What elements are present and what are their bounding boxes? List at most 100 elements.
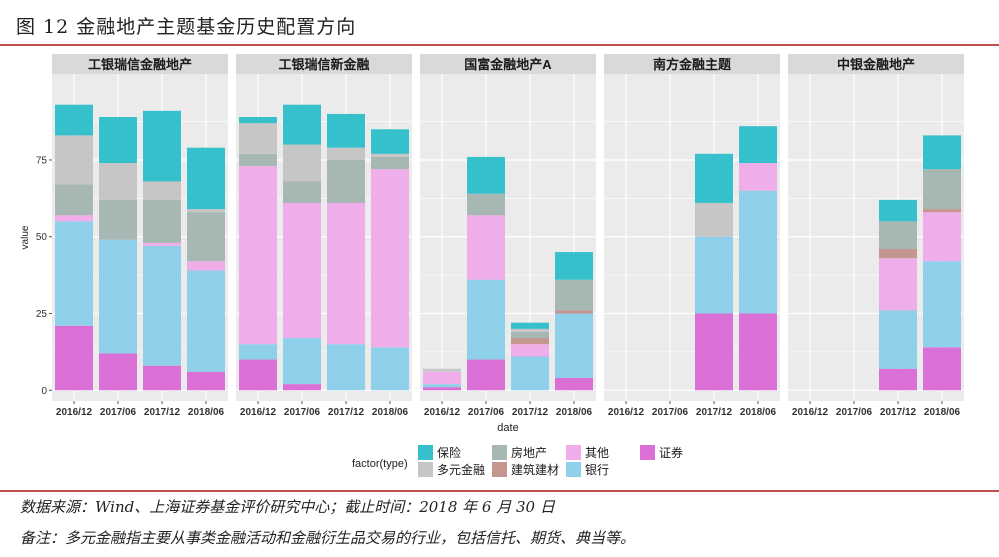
bar-segment: [467, 215, 505, 280]
x-tick-label: 2017/06: [652, 407, 689, 418]
bar-segment: [239, 123, 277, 154]
x-tick-label: 2017/06: [468, 407, 505, 418]
bar-segment: [55, 135, 93, 185]
legend-key: [492, 462, 507, 477]
bar-segment: [187, 209, 225, 213]
bar-segment: [555, 279, 593, 311]
bar-segment: [99, 199, 137, 240]
x-tick-label: 2018/06: [188, 407, 225, 418]
y-tick-label: 50: [36, 232, 48, 243]
bar-segment: [99, 239, 137, 354]
stacked-bar-chart: 工银瑞信金融地产 2016/12 2017/06 2017/12 2018/06 工银瑞信…: [20, 54, 964, 477]
facet-strip: [788, 54, 964, 74]
bar-segment: [879, 221, 917, 250]
bar-segment: [879, 258, 917, 311]
bar-segment: [283, 202, 321, 339]
legend-key: [492, 445, 507, 460]
bar-segment: [467, 193, 505, 216]
legend-key: [640, 445, 655, 460]
legend-label: 多元金融: [437, 462, 485, 477]
bar-segment: [239, 359, 277, 391]
facet-title: 国富金融地产A: [464, 57, 552, 72]
bar-segment: [695, 202, 733, 237]
x-tick-label: 2017/12: [328, 407, 365, 418]
bar-segment: [239, 166, 277, 345]
x-axis-title: date: [497, 422, 518, 434]
x-tick-label: 2016/12: [792, 407, 829, 418]
bar-segment: [143, 365, 181, 391]
bar-segment: [371, 129, 409, 154]
bar-segment: [423, 371, 461, 385]
bar-segment: [923, 135, 961, 170]
bar-segment: [239, 344, 277, 360]
bar-segment: [923, 347, 961, 391]
bar-segment: [99, 116, 137, 164]
bar-segment: [555, 310, 593, 314]
bar-segment: [99, 163, 137, 200]
bar-segment: [511, 322, 549, 329]
bar-segment: [327, 147, 365, 160]
x-tick-label: 2018/06: [372, 407, 409, 418]
title-rule: [0, 44, 999, 46]
bar-segment: [327, 113, 365, 148]
bar-segment: [511, 331, 549, 339]
bar-segment: [555, 377, 593, 391]
x-tick-label: 2017/06: [836, 407, 873, 418]
x-tick-label: 2017/12: [144, 407, 181, 418]
bar-segment: [327, 159, 365, 203]
facet-strip: [420, 54, 596, 74]
bar-segment: [879, 368, 917, 391]
footer-rule: [0, 490, 999, 492]
y-tick-label: 25: [36, 309, 48, 320]
y-tick-label: 0: [41, 386, 47, 397]
bar-segment: [187, 147, 225, 210]
facet-title: 工银瑞信金融地产: [88, 57, 192, 72]
bar-segment: [55, 104, 93, 136]
bar-segment: [423, 384, 461, 388]
bar-segment: [879, 249, 917, 259]
x-tick-label: 2016/12: [240, 407, 277, 418]
bar-segment: [467, 156, 505, 194]
bar-segment: [695, 153, 733, 203]
bar-segment: [423, 368, 461, 372]
bar-segment: [239, 153, 277, 167]
legend-label: 其他: [585, 446, 609, 460]
bar-segment: [923, 169, 961, 210]
bar-segment: [923, 209, 961, 213]
bar-segment: [511, 338, 549, 345]
bar-segment: [283, 384, 321, 391]
bar-segment: [143, 181, 181, 200]
bar-segment: [371, 153, 409, 157]
x-tick-label: 2017/12: [696, 407, 733, 418]
bar-segment: [283, 144, 321, 182]
bar-segment: [511, 356, 549, 391]
bar-segment: [739, 126, 777, 164]
bar-segment: [695, 236, 733, 314]
bar-segment: [283, 181, 321, 203]
bar-segment: [283, 338, 321, 385]
x-tick-label: 2017/06: [284, 407, 321, 418]
bar-segment: [739, 163, 777, 191]
bar-segment: [283, 104, 321, 145]
legend-label: 建筑建材: [511, 462, 559, 477]
bar-segment: [55, 325, 93, 391]
bar-segment: [327, 202, 365, 345]
legend-key: [418, 462, 433, 477]
x-tick-label: 2016/12: [424, 407, 461, 418]
x-tick-label: 2018/06: [556, 407, 593, 418]
legend-title: factor(type): [352, 458, 408, 470]
bar-segment: [143, 110, 181, 182]
x-tick-label: 2018/06: [924, 407, 961, 418]
legend-key: [418, 445, 433, 460]
facet-title: 南方金融主题: [653, 57, 732, 72]
facet-strip: [236, 54, 412, 74]
facet-strip: [604, 54, 780, 74]
bar-segment: [55, 215, 93, 222]
bar-segment: [143, 199, 181, 243]
bar-segment: [467, 359, 505, 391]
y-tick-label: 75: [36, 155, 48, 166]
bar-segment: [371, 156, 409, 170]
bar-segment: [187, 270, 225, 372]
bar-segment: [187, 212, 225, 262]
bar-segment: [879, 310, 917, 369]
